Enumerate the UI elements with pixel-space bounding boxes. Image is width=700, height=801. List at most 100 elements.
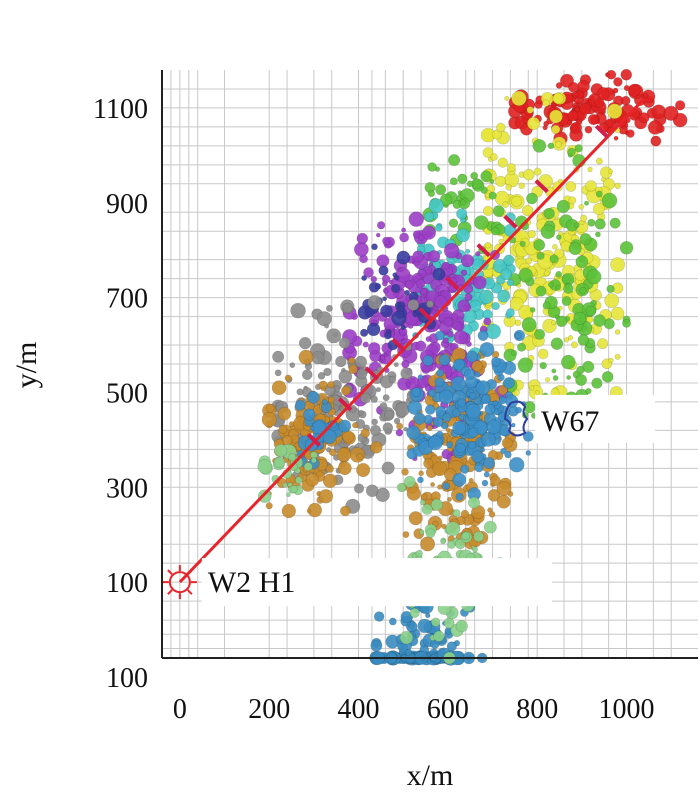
event-point (277, 406, 292, 421)
event-point (518, 182, 525, 190)
event-point (472, 275, 487, 290)
event-point (489, 179, 495, 184)
event-point (452, 408, 462, 418)
event-point (464, 293, 473, 302)
event-point (274, 369, 282, 377)
event-point (282, 482, 288, 488)
event-point (274, 443, 288, 457)
event-point (468, 441, 477, 450)
event-point (613, 77, 623, 87)
event-point (579, 286, 587, 295)
event-point (370, 275, 378, 283)
event-point (551, 368, 557, 374)
event-point (381, 461, 395, 475)
event-point (457, 173, 468, 184)
event-point (474, 462, 484, 473)
event-point (452, 320, 463, 331)
event-point (547, 142, 555, 150)
event-point (475, 380, 491, 396)
stage-mark (391, 338, 406, 353)
event-point (338, 337, 351, 349)
event-point (651, 104, 666, 119)
event-point (442, 337, 449, 344)
event-point (322, 473, 338, 489)
event-point (425, 528, 436, 539)
event-point (505, 184, 512, 191)
event-point (610, 257, 625, 272)
event-point (627, 83, 642, 97)
event-point (526, 106, 534, 114)
x-axis-title: x/m (407, 759, 454, 792)
event-point (352, 422, 359, 429)
event-point (585, 387, 592, 395)
event-point (572, 91, 579, 98)
event-point (406, 382, 412, 388)
event-point (338, 419, 352, 433)
y-tick-label: 900 (106, 189, 148, 220)
event-point (393, 417, 401, 425)
event-point (348, 364, 358, 375)
event-point (614, 353, 621, 360)
event-point (623, 84, 630, 92)
stage-mark (503, 214, 518, 229)
event-point (318, 489, 334, 504)
event-point (608, 357, 614, 364)
event-point (417, 374, 424, 380)
event-point (511, 349, 518, 356)
event-point (348, 356, 356, 365)
event-point (305, 473, 320, 487)
event-point (554, 140, 563, 148)
event-point (435, 405, 447, 417)
event-point (490, 153, 498, 161)
event-point (465, 403, 481, 419)
event-point (284, 374, 292, 382)
event-point (460, 464, 470, 474)
event-point (469, 299, 482, 312)
event-point (465, 248, 471, 254)
event-point (614, 329, 621, 335)
event-point (395, 428, 404, 437)
event-point (574, 106, 580, 113)
event-point (480, 431, 496, 447)
event-point (310, 457, 317, 464)
stage-mark (594, 124, 610, 139)
event-point (491, 227, 500, 236)
event-point (482, 205, 494, 216)
event-point (446, 496, 452, 502)
event-point (363, 267, 374, 278)
event-point (468, 496, 481, 509)
event-point (601, 371, 614, 383)
event-point (460, 509, 470, 519)
event-point (424, 211, 434, 222)
event-point (496, 481, 512, 497)
event-point (265, 403, 275, 413)
event-point (433, 630, 445, 642)
event-point (323, 367, 332, 377)
event-point (307, 391, 320, 404)
well-outline-icon (504, 400, 529, 437)
event-point (638, 112, 650, 124)
event-point (492, 205, 505, 217)
event-point (620, 95, 631, 106)
event-point (335, 355, 347, 368)
event-point (321, 399, 328, 406)
event-point (400, 324, 406, 331)
event-point (425, 612, 431, 619)
event-point (360, 392, 371, 404)
event-point (417, 476, 424, 484)
event-point (593, 314, 606, 327)
event-point (455, 619, 468, 633)
stage-mark (534, 179, 549, 194)
event-point (401, 359, 410, 369)
event-point (418, 470, 424, 476)
label-background (201, 558, 552, 607)
y-tick-label: 500 (106, 378, 148, 409)
event-point (457, 398, 467, 408)
event-point (281, 503, 296, 519)
event-point (479, 289, 494, 305)
event-point (380, 304, 393, 318)
event-point (375, 232, 381, 238)
event-point (404, 648, 413, 657)
event-point (483, 456, 496, 469)
event-point (289, 362, 296, 369)
